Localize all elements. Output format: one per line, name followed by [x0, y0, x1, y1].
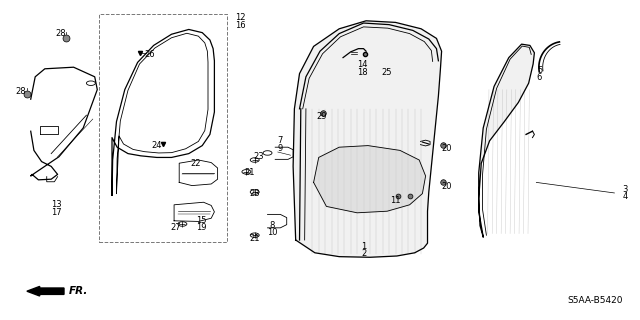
- Text: 12: 12: [236, 13, 246, 22]
- Text: 25: 25: [381, 68, 392, 76]
- Text: 21: 21: [244, 168, 255, 177]
- Text: 28: 28: [56, 29, 66, 38]
- Text: 5: 5: [537, 66, 542, 75]
- Text: 16: 16: [236, 21, 246, 30]
- Text: 3: 3: [623, 185, 628, 194]
- Text: 21: 21: [250, 234, 260, 243]
- Bar: [99, 14, 227, 242]
- Polygon shape: [479, 44, 534, 237]
- Text: 2: 2: [361, 249, 366, 258]
- Text: 19: 19: [196, 223, 207, 232]
- Polygon shape: [293, 21, 442, 257]
- Text: 14: 14: [357, 60, 367, 68]
- Text: 17: 17: [51, 208, 61, 217]
- Text: 6: 6: [537, 73, 542, 82]
- Polygon shape: [314, 146, 426, 213]
- Text: 15: 15: [196, 216, 207, 225]
- Text: 18: 18: [357, 68, 368, 76]
- Text: 11: 11: [390, 196, 401, 205]
- Text: 22: 22: [190, 159, 200, 168]
- Text: 1: 1: [361, 242, 366, 251]
- Text: 20: 20: [442, 144, 452, 153]
- Text: 7: 7: [278, 136, 283, 145]
- Text: 29: 29: [316, 112, 326, 121]
- Text: 26: 26: [145, 50, 155, 59]
- Text: 4: 4: [623, 192, 628, 201]
- Text: 13: 13: [51, 200, 61, 209]
- Text: 10: 10: [267, 228, 277, 237]
- Text: S5AA-B5420: S5AA-B5420: [568, 296, 623, 305]
- Text: 24: 24: [152, 141, 162, 150]
- Text: 9: 9: [278, 144, 283, 153]
- Text: 28: 28: [16, 87, 26, 96]
- Text: 23: 23: [254, 152, 264, 161]
- Text: 8: 8: [269, 221, 275, 230]
- Text: 23: 23: [250, 189, 260, 198]
- Text: FR.: FR.: [69, 286, 88, 296]
- Text: 27: 27: [170, 223, 180, 232]
- FancyArrow shape: [27, 286, 64, 296]
- Text: 20: 20: [442, 182, 452, 191]
